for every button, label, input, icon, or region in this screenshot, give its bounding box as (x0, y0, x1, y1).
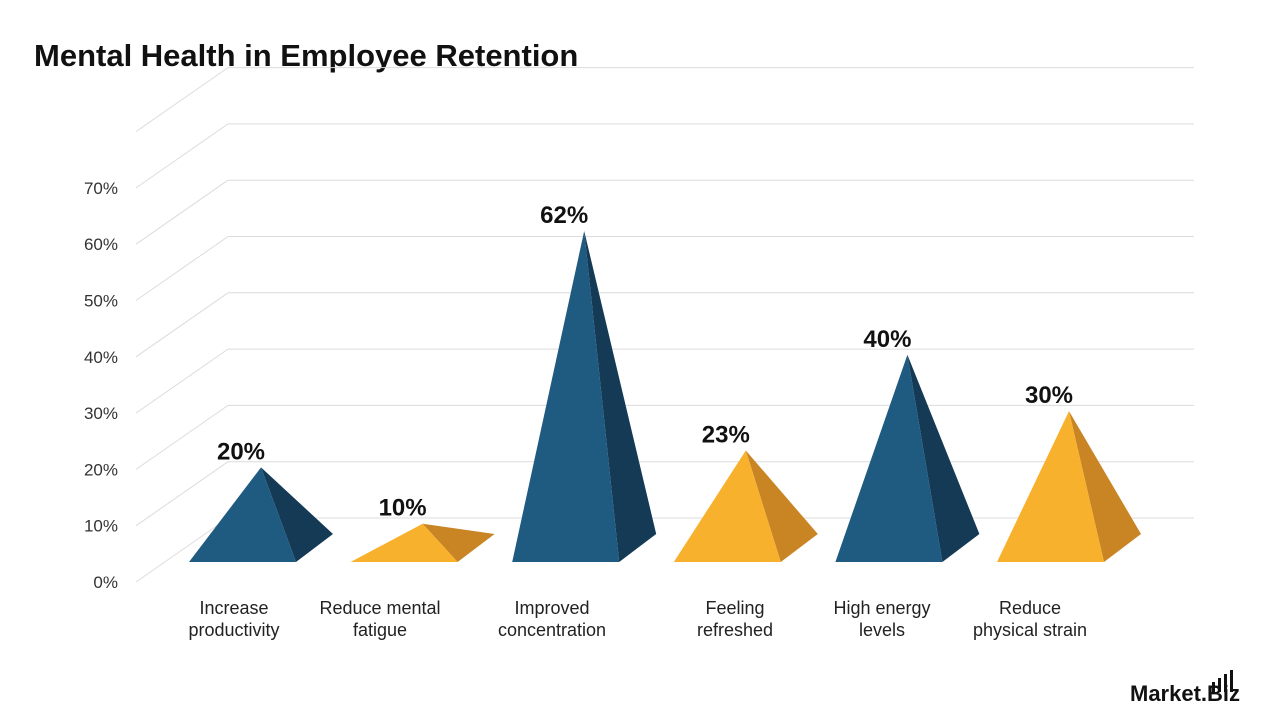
grid-line-diagonal (135, 67, 229, 133)
y-tick-label: 0% (93, 573, 118, 592)
value-label: 10% (379, 495, 427, 522)
brand-logo: Market.Biz (1130, 670, 1240, 706)
brand-bar (1224, 674, 1227, 692)
pyramid-side (1069, 411, 1141, 562)
grid-line-diagonal (135, 461, 229, 527)
value-labels: 20% 10% 62% 23% 40% 30% (217, 202, 1073, 522)
y-tick-label: 30% (84, 404, 118, 423)
y-tick-label: 60% (84, 235, 118, 254)
brand-bar (1212, 682, 1215, 692)
category-label: concentration (498, 620, 606, 640)
category-label: physical strain (973, 620, 1087, 640)
category-label: fatigue (353, 620, 407, 640)
category-label: High energy (833, 598, 930, 618)
grid-line-diagonal (135, 348, 229, 414)
brand-bar (1218, 678, 1221, 692)
y-tick-label: 70% (84, 179, 118, 198)
y-axis-ticks: 0% 10% 20% 30% 40% 50% 60% 70% (84, 179, 118, 592)
y-tick-label: 10% (84, 517, 118, 536)
pyramid-side (745, 450, 818, 562)
category-label: Feeling (705, 598, 764, 618)
pyramid-face (673, 450, 781, 562)
category-label: refreshed (697, 620, 773, 640)
pyramid-face (997, 411, 1104, 562)
pyramid-bars (189, 230, 1141, 562)
pyramid-side (584, 230, 657, 562)
category-label: levels (859, 620, 905, 640)
value-label: 62% (540, 202, 588, 229)
grid-line-diagonal (135, 404, 229, 470)
pyramid-face (512, 230, 620, 562)
pyramid-face (189, 467, 296, 562)
grid-line-diagonal (135, 517, 229, 583)
y-tick-label: 50% (84, 292, 118, 311)
category-label: Reduce (999, 598, 1061, 618)
pyramid-face (835, 354, 943, 562)
pyramid-side (422, 523, 495, 562)
grid-line-diagonal (135, 179, 229, 245)
y-tick-label: 20% (84, 460, 118, 479)
grid-line-diagonal (135, 123, 229, 189)
pyramid-side (907, 354, 980, 562)
y-tick-label: 40% (84, 348, 118, 367)
pyramid-face (350, 523, 458, 562)
value-label: 30% (1025, 382, 1073, 409)
brand-text: Market.Biz (1130, 681, 1240, 706)
pyramid-side (261, 467, 333, 562)
category-label: Improved (514, 598, 589, 618)
grid-line-diagonal (135, 292, 229, 358)
value-label: 23% (702, 422, 750, 449)
value-label: 40% (863, 326, 911, 353)
category-label: Increase (199, 598, 268, 618)
category-label: Reduce mental (319, 598, 440, 618)
grid-line-diagonal (135, 236, 229, 301)
brand-bar (1230, 670, 1233, 692)
value-label: 20% (217, 438, 265, 465)
category-label: productivity (188, 620, 279, 640)
